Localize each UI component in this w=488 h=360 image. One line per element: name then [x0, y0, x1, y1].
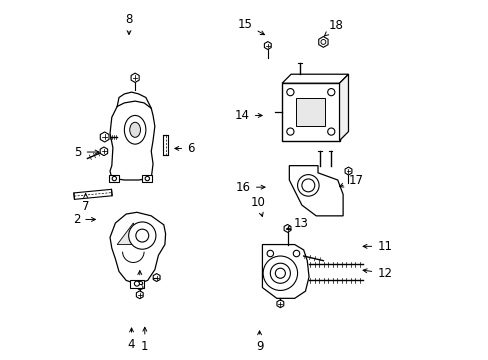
Polygon shape	[289, 166, 343, 216]
Circle shape	[112, 176, 116, 181]
Polygon shape	[100, 147, 107, 156]
Ellipse shape	[129, 122, 140, 137]
Polygon shape	[163, 135, 168, 155]
Circle shape	[270, 263, 290, 283]
Text: 8: 8	[125, 13, 132, 35]
Text: 6: 6	[175, 142, 194, 155]
Text: 10: 10	[250, 196, 265, 216]
FancyBboxPatch shape	[282, 83, 339, 140]
Polygon shape	[100, 132, 109, 142]
Circle shape	[297, 175, 319, 196]
Circle shape	[134, 281, 139, 286]
Polygon shape	[284, 225, 290, 232]
Circle shape	[275, 268, 285, 278]
Circle shape	[320, 40, 325, 44]
Text: 18: 18	[323, 19, 343, 36]
Polygon shape	[74, 189, 112, 199]
Circle shape	[266, 250, 273, 257]
Text: 16: 16	[236, 181, 264, 194]
Circle shape	[136, 229, 148, 242]
Text: 5: 5	[74, 145, 99, 158]
Polygon shape	[318, 37, 327, 47]
Text: 15: 15	[237, 18, 264, 35]
Circle shape	[286, 89, 293, 96]
Text: 4: 4	[127, 328, 135, 351]
Text: 1: 1	[141, 327, 148, 352]
Circle shape	[293, 250, 299, 257]
Text: 12: 12	[363, 267, 391, 280]
Circle shape	[327, 128, 334, 135]
Text: 14: 14	[234, 109, 262, 122]
Polygon shape	[264, 41, 271, 49]
Polygon shape	[345, 167, 351, 175]
Polygon shape	[153, 274, 160, 282]
Polygon shape	[110, 212, 165, 284]
Polygon shape	[117, 223, 140, 244]
Circle shape	[128, 222, 156, 249]
Text: 3: 3	[136, 271, 143, 293]
Text: 11: 11	[363, 240, 391, 253]
Polygon shape	[282, 74, 348, 83]
Polygon shape	[276, 300, 283, 308]
Polygon shape	[262, 244, 308, 298]
Polygon shape	[110, 101, 155, 180]
Text: 13: 13	[286, 216, 308, 230]
Circle shape	[145, 176, 149, 181]
Ellipse shape	[124, 116, 145, 144]
Polygon shape	[339, 74, 348, 140]
Bar	[129, 280, 144, 288]
Circle shape	[327, 89, 334, 96]
Text: 9: 9	[255, 331, 263, 352]
Circle shape	[286, 128, 293, 135]
Bar	[296, 98, 325, 126]
Circle shape	[301, 179, 314, 192]
Bar	[142, 175, 152, 182]
Circle shape	[263, 256, 297, 291]
Bar	[109, 175, 119, 182]
Polygon shape	[136, 291, 143, 299]
Text: 2: 2	[73, 213, 95, 226]
Text: 7: 7	[81, 194, 89, 213]
Polygon shape	[131, 73, 139, 82]
Text: 17: 17	[339, 174, 363, 187]
